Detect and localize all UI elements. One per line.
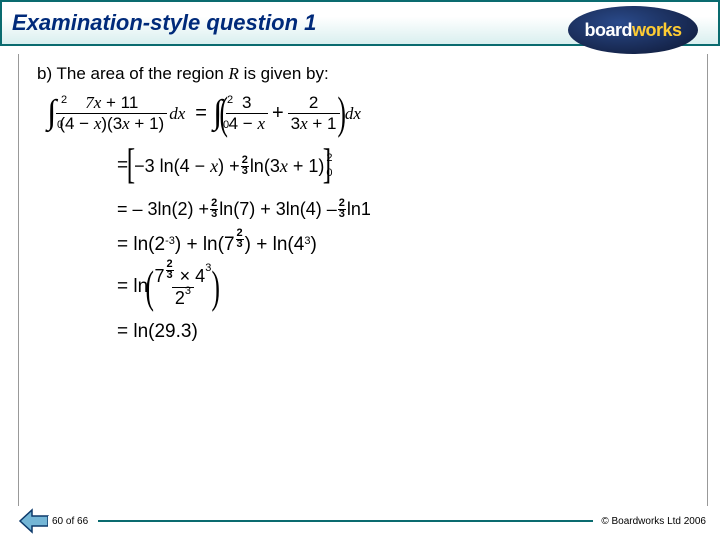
l4-exp3: 3 (304, 235, 310, 247)
logo-text-part1: board (584, 20, 632, 40)
lparen-1: ( (220, 95, 228, 132)
l4-c: ) + ln(4 (245, 234, 305, 256)
antideriv-a: −3 ln(4 − x) + (134, 156, 240, 177)
lbracket: [ (127, 147, 135, 185)
l3-c: ln1 (347, 199, 371, 220)
integrand-1: 7x + 11 (4 − x)(3x + 1) (56, 94, 167, 133)
l4-b: ) + ln(7 (175, 234, 235, 256)
math-derivation: ∫ 2 0 7x + 11 (4 − x)(3x + 1) dx = ∫ 2 0… (37, 94, 689, 343)
math-line-4: = ln(2-3) + ln(723) + ln(43) (37, 234, 689, 256)
antideriv-b: ln(3x + 1) (250, 156, 325, 177)
prompt-prefix: b) The area of the region (37, 64, 229, 83)
l3-f2: 23 (338, 199, 346, 220)
l4-exp2: 23 (236, 229, 244, 250)
integral-sign-1: ∫ 2 0 (47, 98, 56, 129)
page-indicator: 60 of 66 (48, 516, 92, 527)
prompt-variable: R (229, 64, 239, 83)
l5-pre: = ln (117, 276, 148, 298)
back-arrow-icon (18, 506, 52, 536)
l4-d: ) (310, 234, 316, 256)
page-title: Examination-style question 1 (12, 10, 316, 36)
dx-2: dx (345, 104, 361, 124)
term-2: 2 3x + 1 (288, 94, 340, 133)
int1-upper: 2 (61, 96, 67, 106)
slide-content: b) The area of the region R is given by:… (18, 54, 708, 506)
l3-b: ln(7) + 3ln(4) – (219, 199, 337, 220)
rbracket: ] (323, 147, 331, 185)
l3-a: = – 3ln(2) + (117, 199, 209, 220)
coef-2-3: 23 (241, 156, 249, 177)
l4-exp1: -3 (165, 235, 175, 247)
plus-1: + (272, 102, 284, 125)
prompt-suffix: is given by: (239, 64, 329, 83)
final-result: = ln(29.3) (117, 321, 198, 343)
l3-f1: 23 (210, 199, 218, 220)
problem-prompt: b) The area of the region R is given by: (37, 64, 689, 84)
l5-frac: 723 × 43 23 (152, 266, 215, 309)
logo-text: boardworks (584, 20, 681, 41)
equals-1: = (195, 102, 207, 125)
logo-text-part2: works (632, 20, 682, 40)
slide-footer: 60 of 66 © Boardworks Ltd 2006 (18, 507, 720, 535)
l4-a: = ln(2 (117, 234, 165, 256)
dx-1: dx (169, 104, 185, 124)
math-line-3: = – 3ln(2) + 23 ln(7) + 3ln(4) – 23 ln1 (37, 199, 689, 220)
brand-logo: boardworks (568, 4, 698, 56)
copyright-text: © Boardworks Ltd 2006 (601, 516, 720, 527)
math-line-5: = ln ( 723 × 43 23 ) (37, 266, 689, 309)
math-line-2: = [ −3 ln(4 − x) + 23 ln(3x + 1) ] 2 0 (37, 147, 689, 185)
math-line-1: ∫ 2 0 7x + 11 (4 − x)(3x + 1) dx = ∫ 2 0… (47, 94, 689, 133)
int1-lower: 0 (57, 121, 63, 131)
l5-lp: ( (146, 269, 154, 306)
back-button[interactable] (18, 506, 52, 536)
l5-rp: ) (212, 269, 220, 306)
math-line-6: = ln(29.3) (37, 321, 689, 343)
rparen-1: ) (337, 95, 345, 132)
footer-divider (98, 520, 593, 522)
